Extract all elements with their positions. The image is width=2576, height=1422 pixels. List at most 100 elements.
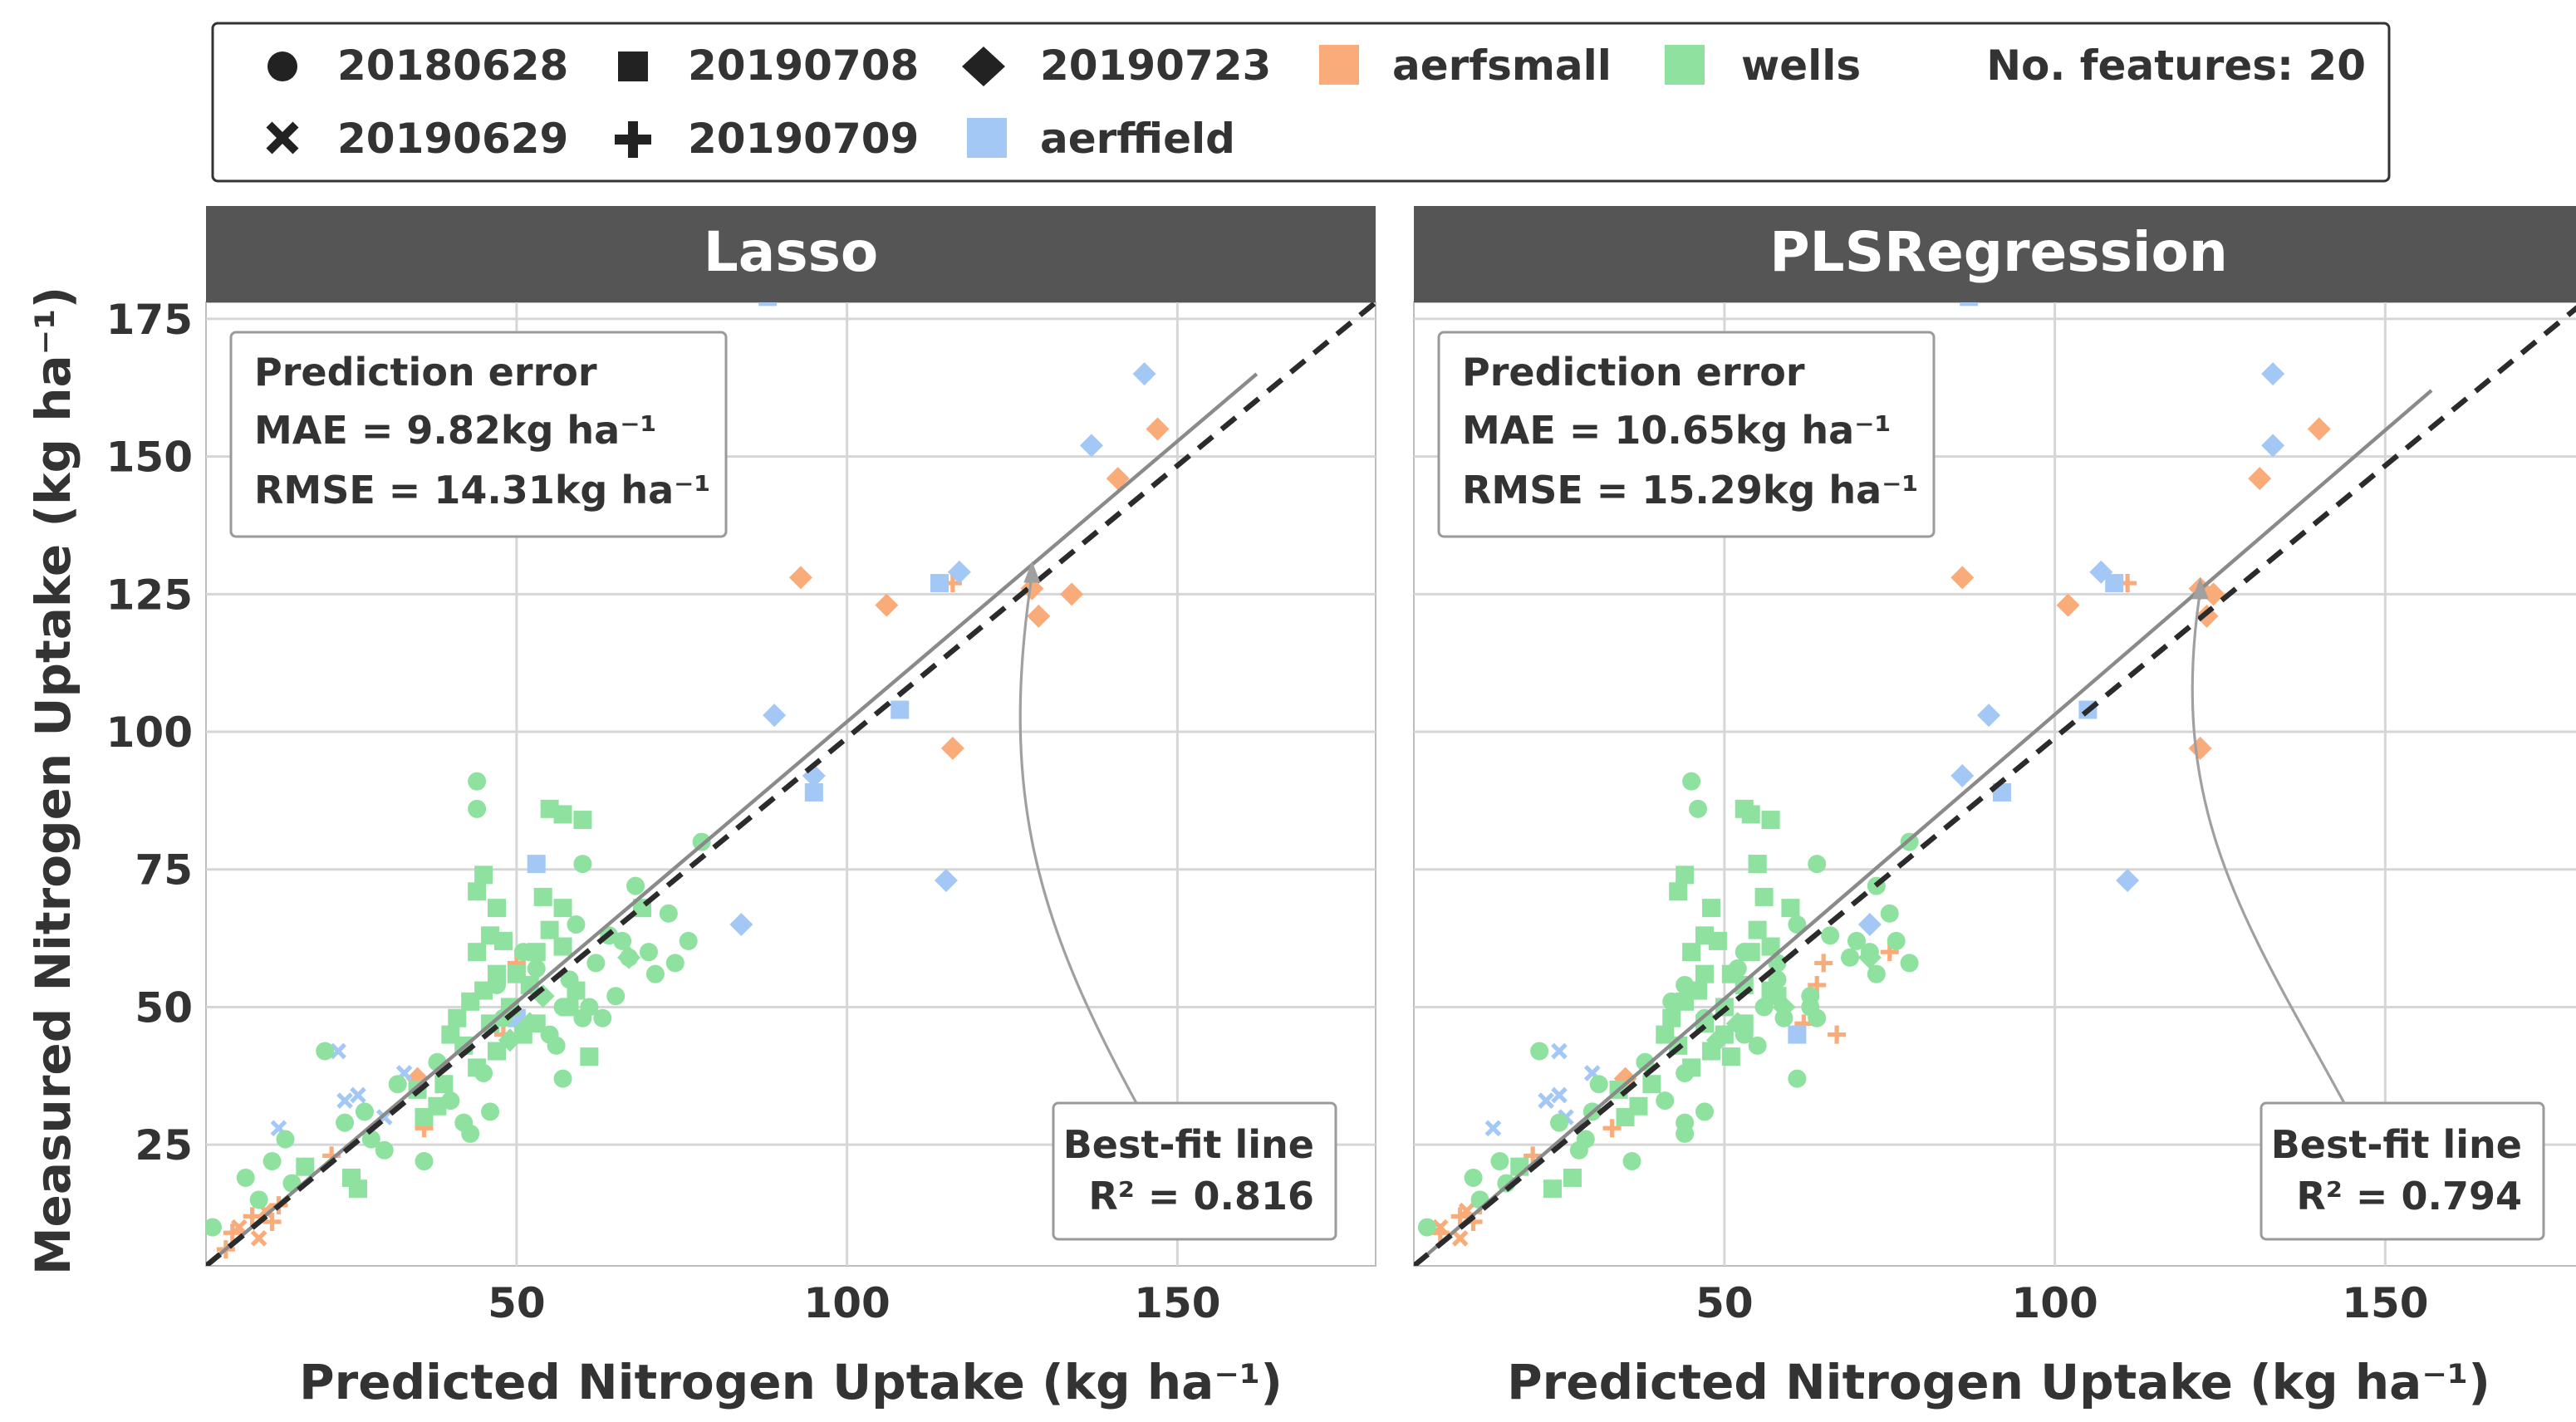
data-point-wells-square <box>540 920 559 939</box>
data-point-aerffield-diamond <box>2116 869 2140 892</box>
identity-line <box>206 302 1376 1266</box>
rmse-text: RMSE = 14.31kg ha⁻¹ <box>254 468 711 512</box>
data-point-wells-circle <box>1682 772 1701 791</box>
data-point-aerfsmall-x <box>1431 1219 1449 1236</box>
data-point-wells-diamond <box>518 1012 542 1036</box>
data-point-wells-square <box>573 811 592 830</box>
data-point-wells-circle <box>1636 1052 1655 1071</box>
data-point-aerffield-diamond <box>1950 764 1975 788</box>
legend-label-20190723: 20190723 <box>1040 42 1271 90</box>
best-fit-line <box>1419 389 2433 1263</box>
mae-text: MAE = 9.82kg ha⁻¹ <box>254 408 657 453</box>
panel-title: PLSRegression <box>1769 220 2228 284</box>
data-point-aerffield-diamond <box>934 869 958 892</box>
data-point-wells-circle <box>1417 1218 1436 1237</box>
data-point-aerffield-diamond <box>2261 434 2285 458</box>
data-point-wells-circle <box>527 959 546 978</box>
x-axis-label-lasso: Predicted Nitrogen Uptake (kg ha⁻¹) <box>299 1354 1283 1410</box>
data-point-wells-circle <box>1656 1091 1675 1111</box>
best-fit-annotation-arrow <box>1018 561 1138 1104</box>
best-fit-title: Best-fit line <box>2271 1122 2522 1167</box>
data-point-wells-square <box>1682 943 1701 962</box>
rmse-text: RMSE = 15.29kg ha⁻¹ <box>1462 468 1919 512</box>
data-point-aerffield-square <box>1960 302 1979 306</box>
data-point-wells-square <box>1741 943 1760 962</box>
data-point-wells-circle <box>468 772 487 791</box>
data-point-wells-circle <box>626 876 645 895</box>
data-point-wells-circle <box>1808 1008 1827 1027</box>
data-point-aerfsmall-diamond <box>1027 604 1051 628</box>
data-point-wells-circle <box>1622 1152 1641 1171</box>
legend-label-20190709: 20190709 <box>688 115 919 163</box>
data-point-aerffield-diamond <box>1079 434 1103 458</box>
best-fit-box-frame <box>1052 1101 1337 1241</box>
data-point-wells-circle <box>481 1102 500 1121</box>
data-point-wells-circle <box>468 799 487 818</box>
y-tick-label: 25 <box>135 1121 193 1169</box>
data-point-wells-square <box>1656 1025 1675 1044</box>
x-tick-label: 150 <box>1134 1279 1220 1327</box>
data-point-aerfsmall-x <box>1451 1230 1469 1247</box>
error-box-frame <box>229 331 728 538</box>
data-point-wells-square <box>520 975 539 994</box>
prediction-error-box: Prediction error MAE = 9.82kg ha⁻¹ RMSE = … <box>229 331 728 538</box>
data-point-wells-square <box>527 943 546 962</box>
data-point-wells-circle <box>361 1130 380 1149</box>
data-point-aerffield-x <box>1551 1086 1568 1104</box>
data-point-aerffield-x <box>330 1042 346 1060</box>
best-fit-line <box>211 372 1259 1263</box>
data-point-wells-square <box>448 1008 467 1027</box>
best-fit-box: Best-fit line R² = 0.794 <box>2260 1101 2545 1241</box>
data-point-wells-square <box>488 964 507 983</box>
data-point-wells-circle <box>1464 1168 1483 1187</box>
panel-0: Lasso 50 100 150 25 50 75 100 125 150 175 Predictio… <box>106 206 1376 1327</box>
y-tick-label: 150 <box>106 434 193 482</box>
data-point-wells-circle <box>1880 904 1899 923</box>
data-point-aerfsmall-diamond <box>1020 576 1044 601</box>
data-point-aerfsmall-diamond <box>2201 582 2225 606</box>
data-point-aerfsmall-diamond <box>2056 593 2080 617</box>
legend-feature-count: No. features: 20 <box>1986 42 2366 90</box>
data-point-aerffield-x <box>1538 1092 1554 1109</box>
data-point-wells-circle <box>580 998 599 1017</box>
data-point-aerffield-diamond <box>1977 704 2001 728</box>
data-point-wells-square <box>474 865 493 885</box>
best-fit-box: Best-fit line R² = 0.816 <box>1052 1101 1337 1241</box>
data-point-wells-circle <box>1821 926 1840 945</box>
mae-text: MAE = 10.65kg ha⁻¹ <box>1462 408 1892 453</box>
data-point-wells-square <box>1676 992 1695 1011</box>
legend-marker-x <box>266 121 299 154</box>
data-point-aerfsmall-diamond <box>1106 467 1130 491</box>
data-point-wells-circle <box>606 987 626 1006</box>
data-point-wells-circle <box>567 915 586 934</box>
data-point-wells-circle <box>1576 1130 1595 1149</box>
panels: Lasso 50 100 150 25 50 75 100 125 150 175 Predictio… <box>106 206 2576 1327</box>
data-point-wells-circle <box>1695 1102 1715 1121</box>
x-tick-label: 50 <box>1695 1279 1754 1327</box>
data-point-aerffield-square <box>804 782 823 802</box>
data-point-wells-square <box>567 981 586 1000</box>
data-point-wells-circle <box>1900 954 1919 973</box>
data-point-wells-square <box>415 1108 434 1127</box>
data-point-wells-circle <box>388 1075 407 1094</box>
data-point-wells-circle <box>586 954 606 973</box>
prediction-error-box: Prediction error MAE = 10.65kg ha⁻¹ RMSE =… <box>1437 331 1936 538</box>
data-point-wells-circle <box>547 1036 566 1055</box>
data-point-wells-square <box>1695 964 1715 983</box>
data-point-wells-diamond <box>1705 1028 1730 1052</box>
data-point-wells-square <box>1761 811 1780 830</box>
x-tick-label: 100 <box>803 1279 890 1327</box>
legend-marker-square <box>618 51 648 81</box>
data-point-aerfsmall-diamond <box>1060 582 1084 606</box>
data-point-wells-diamond <box>498 1028 522 1052</box>
data-point-wells-circle <box>1550 1113 1569 1132</box>
legend-label-20180628: 20180628 <box>337 42 568 90</box>
data-point-aerfsmall-plus <box>1814 954 1833 973</box>
data-point-wells-square <box>1721 1047 1740 1066</box>
data-point-wells-circle <box>355 1102 374 1121</box>
data-point-aerffield-square <box>930 574 949 593</box>
data-point-wells-square <box>468 1058 487 1077</box>
y-tick-label: 100 <box>106 709 193 757</box>
legend-marker-circle <box>267 51 297 81</box>
